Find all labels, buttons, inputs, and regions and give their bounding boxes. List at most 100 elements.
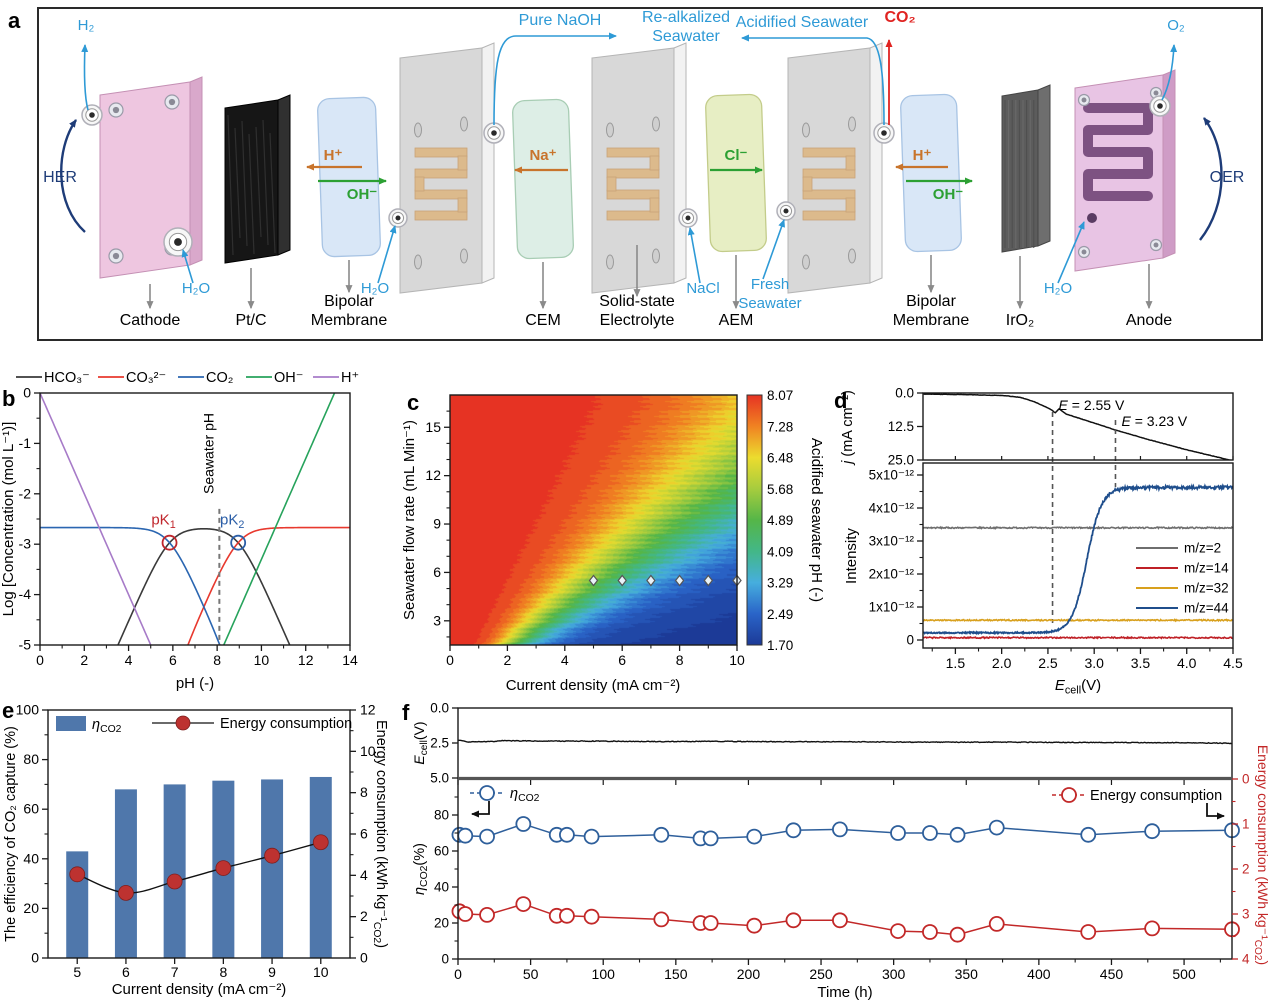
panel-b-axes-box <box>39 392 351 646</box>
tspan: OH⁻ <box>347 186 378 203</box>
tspan: 9 <box>433 516 441 532</box>
port <box>483 122 505 144</box>
tspan: m/z=44 <box>1184 601 1229 616</box>
anode-hole <box>1087 213 1097 223</box>
y-tick-label: 0.0 <box>895 386 914 401</box>
flow-plate-2 <box>591 42 687 294</box>
tspan: 15 <box>425 419 441 435</box>
series-h <box>40 393 152 645</box>
ptc-texture <box>241 120 248 247</box>
tspan: Bipolar <box>906 293 956 310</box>
legend-energy-dot <box>175 715 191 731</box>
x-tick-label: 10 <box>313 964 329 980</box>
panel-a-border <box>37 7 1263 341</box>
tspan: (mA cm⁻²) <box>840 390 856 460</box>
legend-label-eta: ηCO2 <box>92 717 122 735</box>
series-j <box>923 393 1233 460</box>
legend-eta-arrow <box>471 801 490 818</box>
tspan: 20 <box>434 916 449 931</box>
slot-hole <box>848 116 856 132</box>
panel-d-chart: E = 2.55 VE = 3.23 V0.012.525.001x10⁻¹²2… <box>840 386 1243 697</box>
tspan: cell <box>419 740 430 755</box>
bolt-center <box>1081 249 1087 255</box>
bipolar-membrane-2 <box>900 93 962 253</box>
h-plus-label-bpm1: H⁺ <box>324 147 343 164</box>
tspan: Time (h) <box>817 984 872 1000</box>
tspan: 80 <box>23 751 39 767</box>
tspan: = 3.23 V <box>1131 413 1188 429</box>
channel-joint <box>649 155 660 171</box>
channel-bar <box>802 210 856 221</box>
cem-label: CEM <box>525 312 561 329</box>
bar-eta-co2 <box>261 779 284 958</box>
tspan: 6 <box>169 652 177 668</box>
colorbar-tick-label: 2.49 <box>767 607 793 622</box>
x-tick-label: 2.0 <box>992 655 1012 671</box>
energy-marker <box>515 896 532 912</box>
tspan: Seawater <box>652 28 720 45</box>
channel-bar <box>802 147 856 158</box>
oer-arc <box>1199 117 1223 241</box>
y-tick-label-left: 20 <box>23 900 39 916</box>
iro2-electrode <box>1001 84 1051 253</box>
y-tick-label-right: 8 <box>360 784 368 800</box>
tspan: 6 <box>122 964 130 980</box>
tspan: Energy consumption (kWh kg⁻¹ <box>373 720 389 922</box>
tspan: AEM <box>719 312 754 329</box>
x-tick-label: 350 <box>955 966 979 982</box>
ptc-electrode <box>224 94 291 264</box>
energy-marker <box>653 911 670 928</box>
eta-marker <box>457 827 474 844</box>
oh-minus-label-bpm2: OH⁻ <box>933 186 964 203</box>
bar-eta-co2 <box>114 789 137 958</box>
tspan: OER <box>1210 169 1245 186</box>
slot-hole <box>606 122 614 138</box>
cl-minus-label: Cl⁻ <box>725 147 748 164</box>
y-tick-label: 2.5 <box>430 736 449 751</box>
port-center <box>783 208 789 214</box>
tspan: -1 <box>19 435 32 451</box>
tspan: 12 <box>425 467 441 483</box>
energy-marker <box>1080 924 1097 940</box>
bar-eta-co2 <box>163 784 186 958</box>
ptc-texture <box>227 114 234 256</box>
anode-serpentine <box>1083 103 1153 201</box>
energy-dot <box>166 873 183 890</box>
tspan: H₂O <box>1044 280 1072 297</box>
tspan: NaCl <box>686 280 719 297</box>
tspan: 2.5 <box>1038 655 1058 671</box>
eta-marker <box>1080 826 1097 843</box>
y-tick-label-left: 60 <box>434 844 449 859</box>
energy-marker <box>457 906 474 922</box>
tspan: 2.5 <box>430 736 449 751</box>
tspan: 0 <box>906 633 914 648</box>
sample-point-diamond <box>674 574 685 587</box>
x-tick-label: 9 <box>268 964 276 980</box>
port <box>873 122 895 144</box>
x-tick-label: 3.5 <box>1131 655 1151 671</box>
tspan: OH⁻ <box>274 370 303 386</box>
y-axis-title-intensity: Intensity <box>843 528 860 584</box>
panel-d-series <box>923 482 1233 640</box>
tspan: 3.5 <box>1131 655 1151 671</box>
x-tick-label: 400 <box>1027 966 1051 982</box>
channel-bar <box>606 168 660 179</box>
tspan: Electrolyte <box>600 312 675 329</box>
h2o-label-anode: H₂O <box>1044 280 1072 297</box>
sample-point-diamond <box>588 574 599 587</box>
pk2-label: pK2 <box>220 512 244 531</box>
tspan: OH⁻ <box>933 186 964 203</box>
tspan: m/z=2 <box>1184 541 1221 556</box>
anode-plate <box>1074 69 1176 272</box>
port <box>776 201 796 221</box>
tspan: Seawater <box>738 295 801 312</box>
slot-hole <box>848 248 856 264</box>
ptc-texture <box>248 133 255 255</box>
tspan: Na⁺ <box>529 147 556 164</box>
tspan: 4 <box>1242 952 1250 967</box>
x-tick-label: 6 <box>618 652 626 668</box>
tspan: 4.89 <box>767 513 793 528</box>
tspan: pH (-) <box>176 675 214 692</box>
tspan: 10 <box>254 652 270 668</box>
